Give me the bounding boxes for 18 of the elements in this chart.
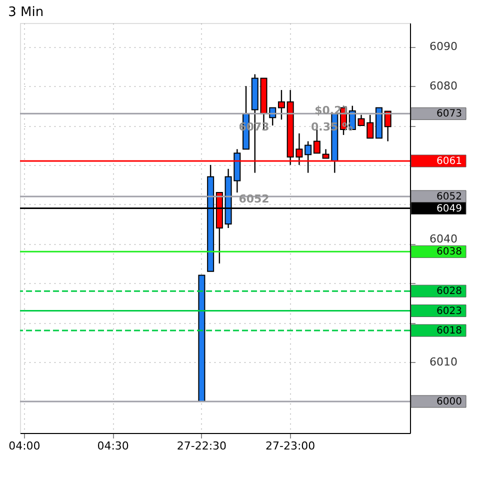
y-tick-label: 6080 [430,80,458,93]
chart-title: 3 Min [8,5,44,20]
ref-line-label: 6061 [436,156,462,167]
ref-line-label: 6049 [436,203,462,214]
x-tick-label: 27-23:00 [266,440,316,452]
ref-line-label: 6023 [436,306,462,317]
ref-line-label: 6073 [436,108,462,120]
x-tick-label: 27-22:30 [176,440,227,452]
y-tick-label: 6010 [430,356,458,369]
y-tick-label: 6040 [430,232,458,246]
ref-line-label: 6028 [436,286,462,298]
ref-line-label: 6038 [436,246,462,258]
ref-line-label: 6052 [436,191,462,202]
ref-line-label: 6018 [436,326,462,336]
x-tick-label: 04:30 [97,440,129,452]
x-tick-label: 04:00 [8,440,40,452]
ref-line-label: 6000 [436,396,462,408]
y-tick-label: 6090 [430,40,458,54]
